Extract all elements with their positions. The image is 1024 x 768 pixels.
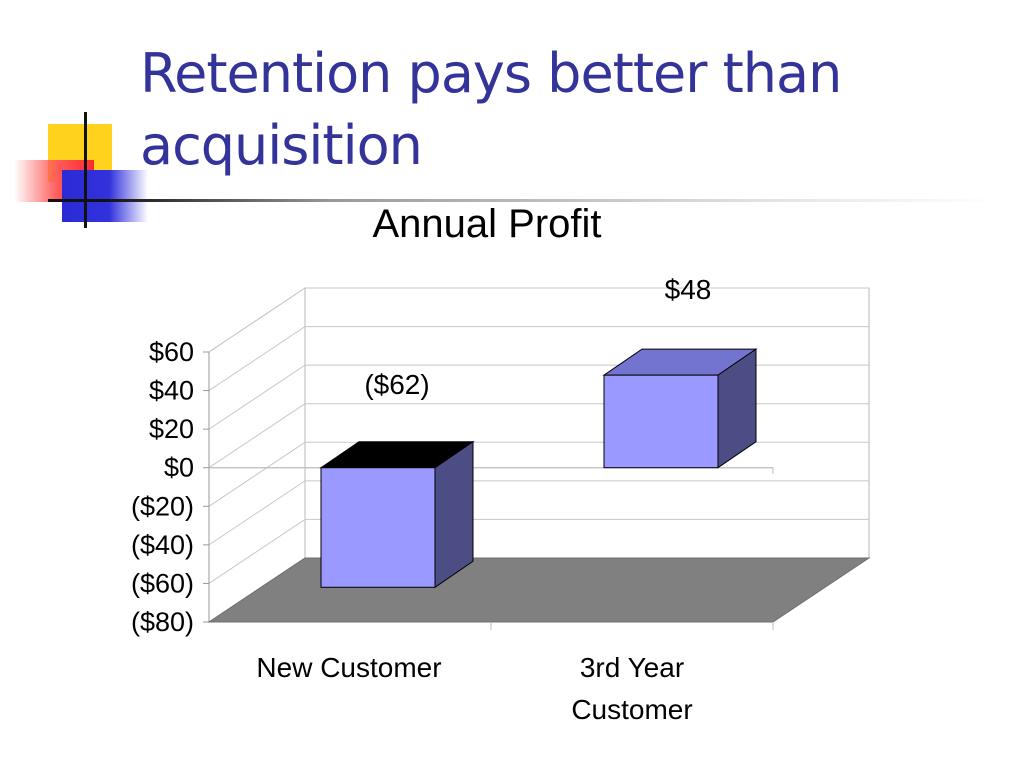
y-tick-label: ($40)	[131, 530, 194, 560]
side-gridline	[208, 287, 306, 353]
x-category-label: 3rd Year Customer	[571, 652, 692, 725]
y-tick-label: ($80)	[131, 607, 194, 637]
side-gridline	[208, 519, 306, 584]
bar-front-face	[603, 374, 719, 469]
chart-title: Annual Profit	[372, 202, 601, 246]
side-gridline	[208, 364, 306, 430]
x-axis-category-labels: New Customer 3rd Year Customer	[256, 652, 692, 725]
y-tick-label: $0	[164, 453, 194, 483]
bar-data-labels: ($62) $48	[364, 274, 711, 400]
side-gridline	[208, 403, 306, 469]
y-tick-label: $60	[149, 337, 194, 367]
y-tick-label: ($60)	[131, 568, 194, 598]
title-underline	[48, 199, 998, 202]
chart-bars	[319, 348, 758, 589]
y-tick-label: $40	[149, 376, 194, 406]
bar-side-face	[434, 440, 474, 589]
y-tick-label: ($20)	[131, 491, 194, 521]
decorative-vertical-line	[84, 112, 87, 228]
side-gridline	[208, 326, 306, 391]
bar-data-label: $48	[665, 274, 712, 305]
bar-front-face	[320, 467, 436, 588]
bar-data-label: ($62)	[364, 369, 429, 400]
chart-floor-plane	[207, 557, 871, 623]
side-gridline	[208, 441, 306, 507]
chart-floor	[207, 557, 871, 630]
chart-walls	[208, 287, 870, 623]
slide-title: Retention pays better than acquisition	[140, 42, 842, 177]
y-tick-label: $20	[149, 414, 194, 444]
x-category-label: New Customer	[256, 652, 441, 683]
y-axis-tick-labels: $60 $40 $20 $0 ($20) ($40) ($60) ($80)	[131, 337, 194, 637]
decorative-blue-square	[62, 170, 148, 222]
side-gridline	[208, 480, 306, 546]
